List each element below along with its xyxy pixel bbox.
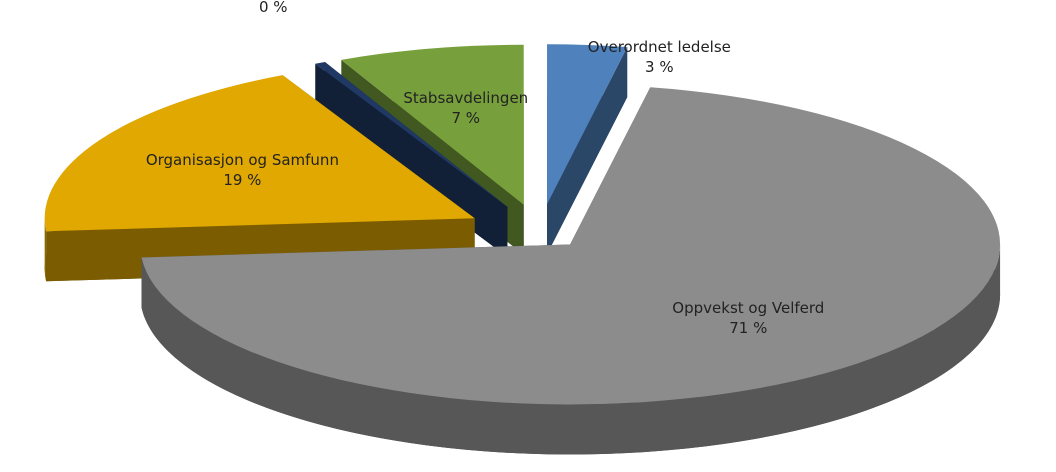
slice-rim: [141, 244, 1001, 455]
value-label: 19 %: [223, 170, 262, 189]
data-label: Fellesansvar0 %: [173, 0, 373, 17]
slice-top: [141, 87, 1001, 405]
slice-wall: [324, 61, 508, 257]
category-label: Organisasjon og Samfunn: [145, 150, 339, 169]
slice-rim: [44, 218, 47, 282]
value-label: 71 %: [729, 319, 768, 338]
slice-top: [547, 44, 628, 205]
slice: [547, 44, 628, 255]
category-label: Stabsavdelingen: [403, 88, 529, 107]
slice-top: [315, 61, 508, 207]
data-label: Organisasjon og Samfunn 19 %: [142, 150, 342, 190]
category-label: Overordnet ledelse: [587, 37, 731, 56]
data-label: Overordnet ledelse 3 %: [559, 37, 759, 77]
slice-wall: [547, 47, 628, 255]
data-label: Oppvekst og Velferd 71 %: [648, 298, 848, 338]
value-label: 0 %: [258, 0, 288, 16]
value-label: 7 %: [451, 108, 481, 127]
data-label: Stabsavdelingen 7 %: [366, 88, 566, 128]
value-label: 3 %: [645, 57, 674, 76]
slice-top: [341, 44, 524, 205]
slice-top: [44, 75, 475, 232]
slice: [141, 87, 1001, 455]
category-label: Oppvekst og Velferd: [672, 299, 825, 318]
